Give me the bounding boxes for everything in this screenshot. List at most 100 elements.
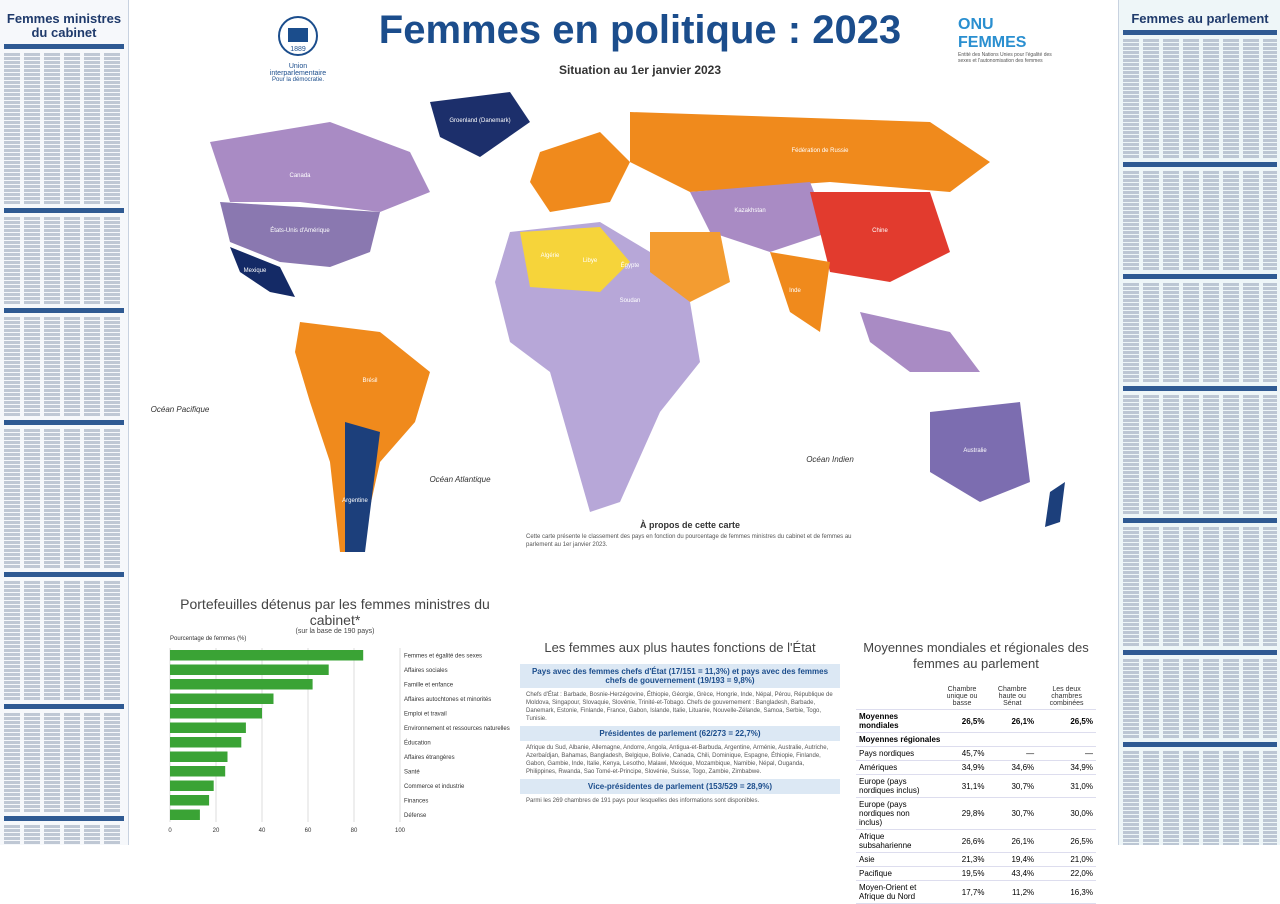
ranking-row (4, 53, 124, 56)
ranking-row (4, 265, 124, 268)
ranking-row (1123, 623, 1277, 626)
ranking-row (4, 329, 124, 332)
ranking-row (4, 789, 124, 792)
heads-title: Pays avec des femmes chefs d'État (17/15… (520, 664, 840, 688)
ranking-row (1123, 543, 1277, 546)
bar (170, 780, 214, 791)
ranking-row (1123, 443, 1277, 446)
ranking-row (4, 825, 124, 828)
speakers-title: Présidentes de parlement (62/273 = 22,7%… (520, 726, 840, 741)
row-label: Afrique subsaharienne (856, 829, 937, 853)
ranking-row (4, 221, 124, 224)
ranking-row (1123, 719, 1277, 722)
ranking-row (1123, 211, 1277, 214)
ranking-row (1123, 103, 1277, 106)
ranking-row (4, 809, 124, 812)
section-band (1123, 742, 1277, 747)
onu-name: ONU FEMMES (958, 16, 1027, 51)
ranking-row (4, 341, 124, 344)
ranking-row (1123, 39, 1277, 42)
ranking-row (1123, 231, 1277, 234)
ranking-row (4, 501, 124, 504)
cell: 26,1% (987, 829, 1038, 853)
ranking-row (1123, 459, 1277, 462)
ranking-row (4, 153, 124, 156)
ranking-row (1123, 179, 1277, 182)
ranking-row (1123, 707, 1277, 710)
ranking-row (4, 77, 124, 80)
bar (170, 751, 228, 762)
ranking-row (4, 165, 124, 168)
ranking-row (4, 85, 124, 88)
ranking-row (4, 525, 124, 528)
ranking-row (1123, 439, 1277, 442)
ranking-row (4, 437, 124, 440)
row-label: Moyen-Orient et Afrique du Nord (856, 880, 937, 904)
ranking-row (1123, 463, 1277, 466)
cabinet-panel: Femmes ministres du cabinet (0, 0, 129, 845)
ranking-row (4, 737, 124, 740)
ranking-row (1123, 827, 1277, 830)
ranking-row (1123, 115, 1277, 118)
ranking-row (1123, 71, 1277, 74)
row-label: Pays nordiques (856, 746, 937, 761)
ranking-row (4, 633, 124, 636)
region-row: Europe (pays nordiques non inclus) 29,8% 3… (856, 797, 1096, 830)
cabinet-section: Portefeuilles détenus par les femmes min… (160, 596, 510, 635)
page-subtitle: Situation au 1er janvier 2023 (558, 63, 722, 77)
ranking-row (1123, 355, 1277, 358)
ranking-row (4, 133, 124, 136)
bar (170, 795, 210, 806)
ranking-row (1123, 407, 1277, 410)
ranking-row (4, 505, 124, 508)
cell: 29,8% (936, 797, 988, 830)
ranking-row (1123, 599, 1277, 602)
ranking-row (1123, 659, 1277, 662)
ranking-row (1123, 539, 1277, 542)
ranking-row (4, 249, 124, 252)
ranking-list (1123, 30, 1277, 845)
africa (495, 222, 700, 512)
row-label: Asie (856, 852, 937, 867)
ranking-row (4, 637, 124, 640)
cell: 26,5% (1037, 709, 1096, 733)
country-label: Algérie (541, 253, 560, 259)
ranking-row (4, 93, 124, 96)
world-row: Moyennes mondiales 26,5% 26,1% 26,5% (856, 709, 1096, 733)
ranking-row (1123, 95, 1277, 98)
cell: 26,6% (936, 829, 988, 853)
ranking-row (1123, 711, 1277, 714)
speakers-text: Afrique du Sud, Albanie, Allemagne, Ando… (526, 745, 829, 775)
section-band (1123, 274, 1277, 279)
ranking-row (1123, 723, 1277, 726)
ranking-row (4, 73, 124, 76)
ranking-row (4, 109, 124, 112)
ranking-row (4, 253, 124, 256)
ranking-row (4, 117, 124, 120)
ranking-row (1123, 455, 1277, 458)
ranking-row (1123, 583, 1277, 586)
ranking-row (1123, 783, 1277, 786)
bar (170, 693, 274, 704)
ocean-label: Océan Indien (806, 455, 854, 464)
ranking-row (1123, 479, 1277, 482)
section-band (1123, 30, 1277, 35)
ranking-row (1123, 151, 1277, 154)
ranking-row (1123, 663, 1277, 666)
cell: 22,0% (1037, 866, 1096, 881)
ranking-row (1123, 575, 1277, 578)
ranking-row (1123, 399, 1277, 402)
ranking-row (4, 537, 124, 540)
ranking-row (1123, 527, 1277, 530)
ranking-row (1123, 815, 1277, 818)
x-tick-label: 100 (395, 828, 406, 834)
cell: 34,9% (1037, 760, 1096, 775)
ranking-row (1123, 363, 1277, 366)
ranking-row (1123, 499, 1277, 502)
ranking-row (4, 801, 124, 804)
ranking-row (4, 449, 124, 452)
ranking-row (4, 157, 124, 160)
about-title: À propos de cette carte (639, 520, 741, 530)
ranking-row (4, 349, 124, 352)
ranking-row (1123, 135, 1277, 138)
